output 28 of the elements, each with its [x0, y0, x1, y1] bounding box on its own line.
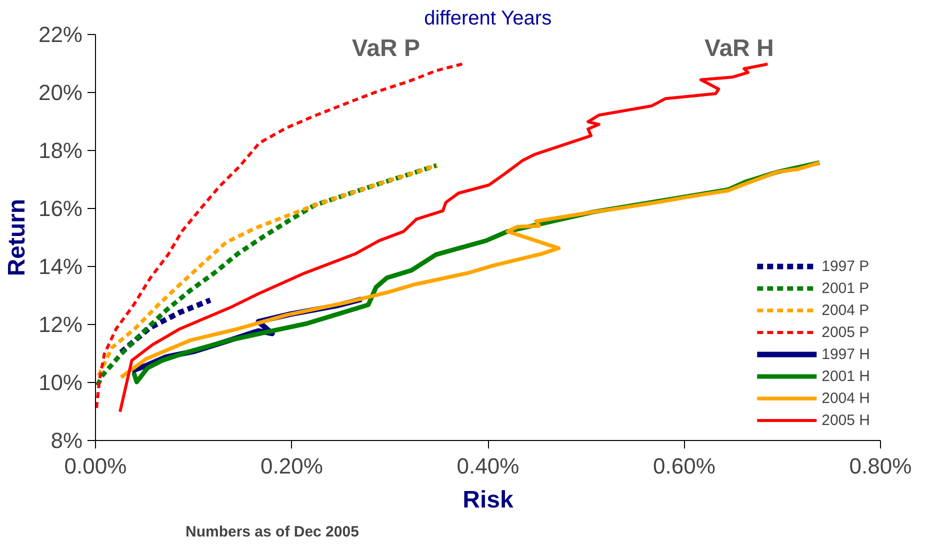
legend-label: 2004 H [822, 388, 870, 408]
legend-label: 2005 H [822, 410, 870, 430]
annotation: VaR P [352, 35, 420, 62]
legend-label: 1997 P [822, 256, 870, 276]
legend-label: 1997 H [822, 344, 870, 364]
x-axis-title: Risk [462, 486, 514, 514]
y-tick-label: 14% [38, 254, 83, 279]
y-tick-label: 18% [38, 138, 83, 163]
x-tick-label: 0.00% [64, 454, 127, 478]
y-tick-label: 12% [38, 312, 83, 337]
annotation: VaR H [704, 35, 774, 62]
text: Numbers as of Dec 2005 [186, 524, 359, 540]
x-tick-label: 0.60% [653, 454, 716, 478]
legend-label: 2001 P [822, 278, 870, 298]
y-tick-label: 16% [38, 196, 83, 221]
x-tick-label: 0.40% [456, 454, 520, 478]
chart-title: different Years [424, 8, 552, 30]
y-tick-label: 10% [38, 370, 83, 395]
x-tick-label: 0.20% [260, 454, 323, 478]
legend-label: 2005 P [822, 322, 870, 342]
legend-label: 2004 P [822, 300, 870, 320]
y-tick-label: 22% [38, 22, 83, 47]
x-tick-label: 0.80% [849, 454, 912, 478]
legend-label: 2001 H [822, 366, 870, 386]
line-series [118, 62, 770, 414]
y-tick-label: 20% [38, 80, 83, 105]
y-axis-title: Return [3, 198, 30, 276]
y-tick-label: 8% [50, 428, 82, 453]
